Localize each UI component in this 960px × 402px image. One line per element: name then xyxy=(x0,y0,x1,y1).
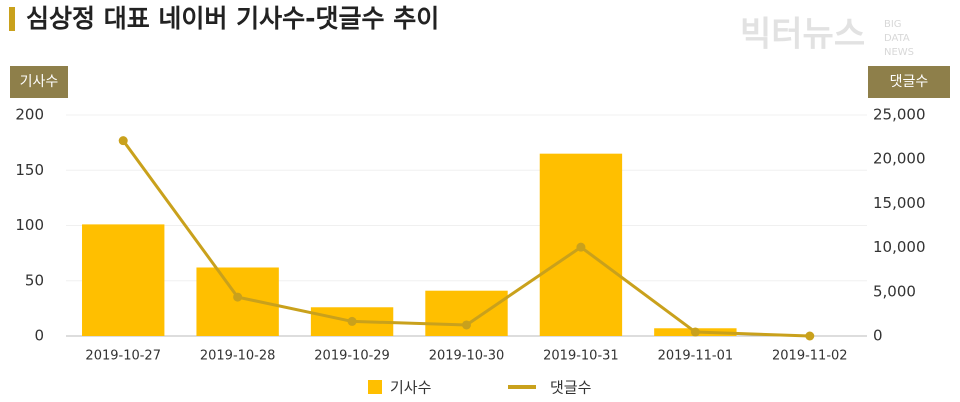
y-tick-label: 100 xyxy=(15,216,44,234)
y2-tick-label: 5,000 xyxy=(873,282,916,300)
x-tick-label: 2019-10-31 xyxy=(543,349,619,364)
y2-tick-label: 25,000 xyxy=(873,106,926,124)
y2-tick-label: 20,000 xyxy=(873,150,926,168)
y2-tick-label: 0 xyxy=(873,327,883,345)
title-marker xyxy=(9,7,15,31)
line-marker xyxy=(576,242,586,252)
x-tick-label: 2019-10-29 xyxy=(314,349,390,364)
line-marker xyxy=(118,136,128,146)
y-tick-label: 50 xyxy=(25,271,44,289)
x-tick-label: 2019-10-27 xyxy=(85,349,161,364)
line-marker xyxy=(805,331,815,341)
logo: 빅터뉴스 xyxy=(740,15,865,55)
logo-sub: DATA xyxy=(884,33,910,44)
logo-sub: NEWS xyxy=(884,47,914,58)
y-tick-label: 0 xyxy=(34,327,44,345)
logo-sub: BIG xyxy=(884,19,902,30)
y-axis-label: 기사수 xyxy=(20,74,59,90)
x-tick-label: 2019-11-02 xyxy=(772,349,848,364)
y2-tick-label: 10,000 xyxy=(873,238,926,256)
x-tick-label: 2019-10-28 xyxy=(200,349,276,364)
y2-label-box xyxy=(868,66,950,98)
line-marker xyxy=(233,292,243,302)
y-tick-label: 150 xyxy=(15,161,44,179)
x-tick-label: 2019-10-30 xyxy=(429,349,505,364)
y2-axis-label: 댓글수 xyxy=(890,74,929,90)
y2-tick-label: 15,000 xyxy=(873,194,926,212)
x-tick-label: 2019-11-01 xyxy=(658,349,734,364)
y-label-box xyxy=(10,66,68,98)
bar xyxy=(82,224,165,336)
y-tick-label: 200 xyxy=(15,106,44,124)
line-marker xyxy=(690,327,700,337)
legend-label: 댓글수 xyxy=(550,379,591,397)
legend-label: 기사수 xyxy=(390,379,431,397)
legend-swatch xyxy=(368,380,382,394)
chart-title: 심상정 대표 네이버 기사수-댓글수 추이 xyxy=(26,4,439,33)
line-marker xyxy=(462,320,471,330)
line-marker xyxy=(347,316,357,326)
